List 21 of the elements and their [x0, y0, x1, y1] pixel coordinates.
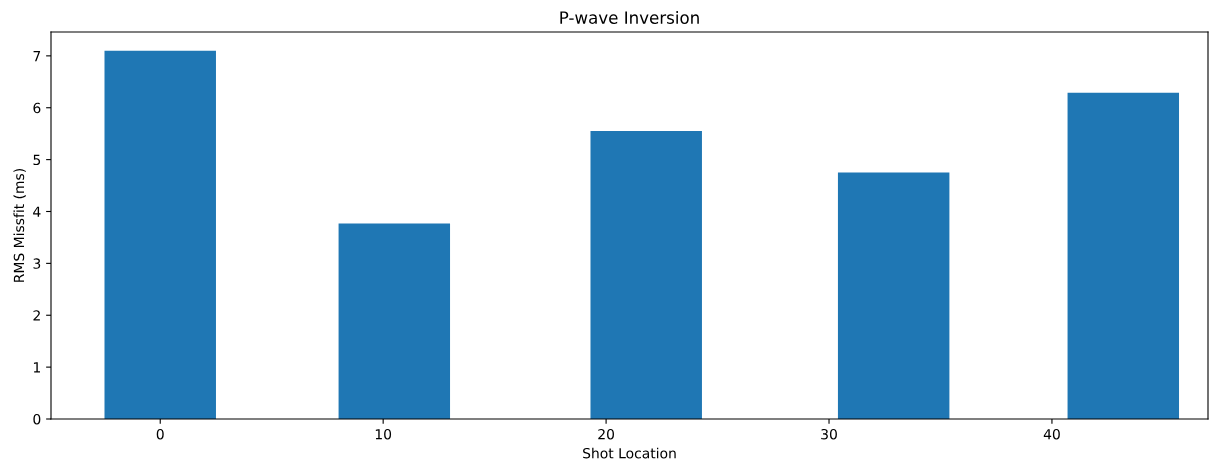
- bar: [338, 223, 451, 419]
- y-tick-label: 0: [33, 413, 41, 425]
- y-tick-label: 6: [33, 102, 41, 114]
- bar: [104, 50, 216, 419]
- bar: [590, 131, 702, 419]
- y-tick-label: 5: [33, 154, 41, 166]
- x-tick-label: 20: [598, 428, 615, 440]
- y-tick-label: 2: [33, 310, 40, 321]
- bar: [837, 172, 950, 419]
- x-tick-label: 0: [156, 428, 164, 440]
- chart-title: P-wave Inversion: [560, 11, 699, 24]
- x-tick-label: 40: [1043, 428, 1060, 440]
- x-tick-label: 30: [821, 428, 837, 440]
- bar: [1067, 92, 1180, 419]
- y-axis-title: RMS Missfit (ms): [13, 169, 26, 282]
- x-axis-title: Shot Location: [583, 447, 676, 459]
- y-tick-label: 1: [33, 362, 40, 373]
- x-tick-label: 10: [375, 428, 392, 440]
- y-tick-label: 4: [33, 206, 41, 217]
- y-tick-label: 3: [33, 258, 41, 269]
- y-tick-label: 7: [33, 51, 41, 62]
